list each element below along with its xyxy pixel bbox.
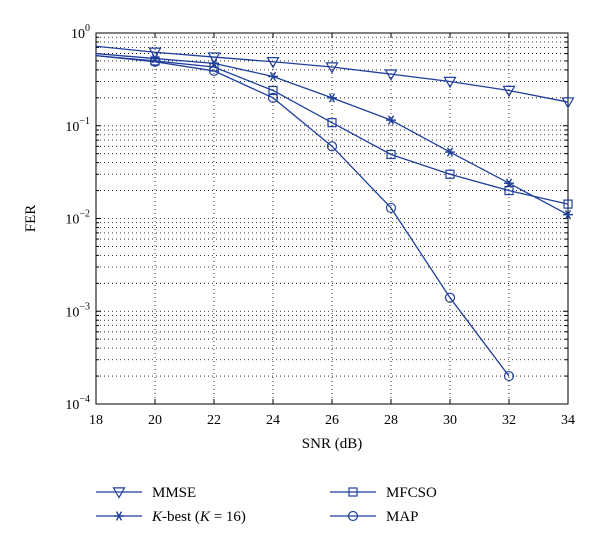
legend-item-map: MAP	[330, 509, 419, 525]
y-tick-base: 10	[71, 27, 85, 42]
x-tick-label: 34	[561, 413, 575, 428]
y-tick-exponent: 0	[85, 23, 90, 34]
asterisk-stroke	[446, 147, 454, 157]
series-layer	[95, 45, 575, 382]
axis-ticks	[95, 33, 569, 405]
legend-label-part: MAP	[386, 509, 419, 525]
y-tick-label: 10−3	[65, 301, 90, 320]
marker-circle	[385, 202, 397, 214]
legend-label: MMSE	[152, 485, 196, 501]
y-tick-exponent: −2	[79, 209, 90, 220]
y-tick-label: 10−1	[65, 116, 90, 135]
marker-circle	[444, 292, 456, 303]
series-line-mmse	[95, 45, 569, 103]
y-axis-label: FER	[23, 205, 39, 233]
marker-square	[327, 118, 337, 128]
marker-circle	[149, 56, 161, 67]
legend-label: MAP	[386, 509, 419, 525]
marker-square	[504, 185, 514, 196]
y-tick-base: 10	[65, 305, 79, 320]
y-tick-label: 10−4	[65, 394, 90, 413]
marker-asterisk	[268, 71, 278, 82]
y-tick-base: 10	[65, 398, 79, 413]
x-axis-label: SNR (dB)	[302, 436, 362, 452]
marker-asterisk	[386, 115, 396, 125]
marker-triangle	[266, 57, 280, 69]
x-tick-label: 18	[89, 413, 103, 428]
series-k-best-k-16	[95, 52, 573, 220]
y-tick-base: 10	[65, 213, 79, 228]
x-tick-label: 24	[266, 413, 280, 428]
series-line-mfcso	[95, 54, 569, 205]
marker-triangle	[148, 47, 162, 59]
asterisk-stroke	[328, 93, 336, 103]
series-mmse	[95, 45, 575, 109]
marker-square	[268, 85, 278, 96]
marker-square	[445, 169, 455, 179]
legend-label-part: MFCSO	[386, 485, 437, 501]
y-tick-exponent: −3	[79, 301, 90, 312]
x-tick-label: 26	[325, 413, 339, 428]
series-mfcso	[95, 54, 573, 209]
marker-square	[348, 487, 358, 497]
marker-asterisk	[445, 147, 455, 157]
series-map	[95, 54, 515, 382]
y-tick-exponent: −4	[79, 394, 90, 405]
legend-label-part: -best (	[162, 509, 200, 525]
y-tick-base: 10	[65, 120, 79, 135]
x-tick-labels: 18 20 22 24 26 28 30 32 34	[89, 413, 575, 428]
marker-asterisk	[114, 511, 124, 521]
marker-circle	[503, 370, 515, 382]
y-tick-label: 10−2	[65, 209, 90, 228]
marker-triangle	[561, 97, 575, 109]
legend-label: K-best (K = 16)	[151, 509, 246, 525]
legend-item-k-best-k-16: K-best (K = 16)	[96, 509, 246, 525]
asterisk-stroke	[564, 209, 572, 220]
marker-triangle	[325, 62, 339, 74]
marker-triangle	[443, 76, 457, 89]
y-tick-exponent: −1	[79, 116, 90, 127]
marker-circle	[326, 141, 338, 152]
marker-triangle	[384, 69, 398, 81]
marker-triangle	[112, 487, 126, 499]
marker-square	[563, 199, 573, 209]
marker-circle	[347, 510, 359, 522]
legend-item-mmse: MMSE	[96, 485, 196, 501]
legend-label-part: = 16)	[210, 509, 246, 525]
x-tick-label: 28	[384, 413, 398, 428]
x-tick-label: 22	[207, 413, 221, 428]
y-tick-label: 100	[71, 23, 90, 42]
marker-circle	[208, 65, 220, 77]
marker-asterisk	[563, 209, 573, 220]
legend-item-mfcso: MFCSO	[330, 485, 437, 501]
marker-square	[386, 149, 396, 160]
marker-circle	[267, 92, 279, 103]
marker-asterisk	[327, 93, 337, 103]
asterisk-stroke	[387, 115, 395, 125]
x-tick-label: 30	[443, 413, 457, 428]
x-tick-label: 32	[502, 413, 516, 428]
asterisk-stroke	[269, 71, 277, 82]
asterisk-stroke	[115, 511, 123, 521]
legend-label-part: K	[151, 509, 163, 525]
legend-label-part: K	[199, 509, 211, 525]
series-line-map	[95, 54, 510, 377]
x-tick-label: 20	[148, 413, 162, 428]
marker-triangle	[207, 52, 221, 64]
legend-label: MFCSO	[386, 485, 437, 501]
legend-label-part: MMSE	[152, 485, 196, 501]
marker-triangle	[502, 85, 516, 98]
grid-lines	[96, 33, 568, 404]
